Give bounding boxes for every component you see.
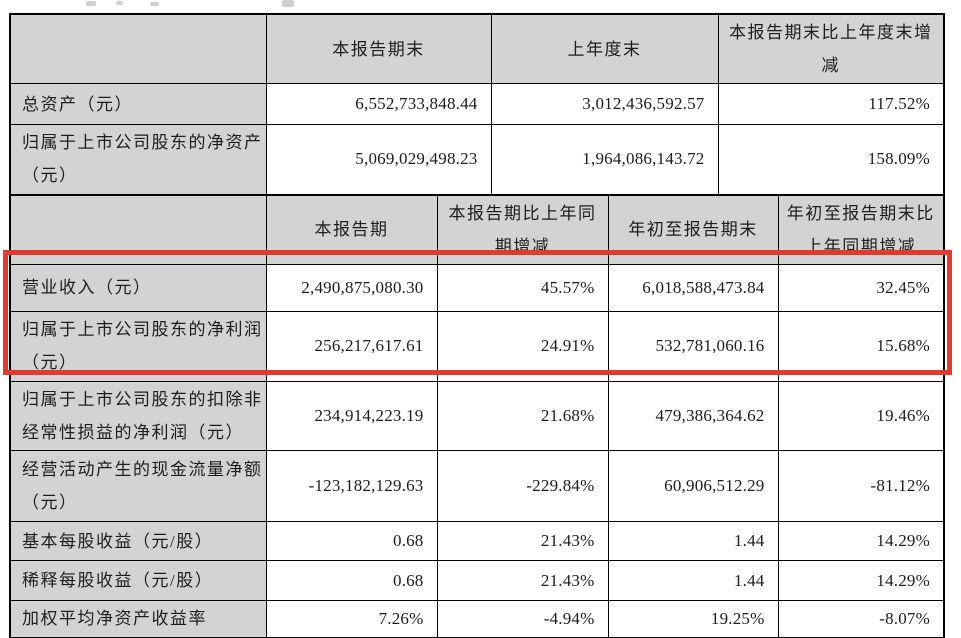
table-row-net-profit-deducted: 归属于上市公司股东的扣除非 经常性损益的净利润（元） 234,914,223.1… (9, 380, 945, 452)
balance-header-change: 本报告期末比上年度末增 减 (717, 13, 945, 85)
row-label-weighted-avg-roe: 加权平均净资产收益率 (9, 600, 267, 638)
table-row-net-assets-attributable: 归属于上市公司股东的净资产 （元） 5,069,029,498.23 1,964… (9, 124, 945, 196)
cell-basic-eps-current: 0.68 (265, 521, 438, 562)
cell-total-assets-current: 6,552,733,848.44 (265, 83, 492, 126)
cell-deducted-ytd: 479,386,364.62 (607, 380, 779, 452)
income-header-ytd-change: 年初至报告期末比 上年同期增减 (777, 194, 945, 265)
cell-net-profit-current: 256,217,617.61 (265, 310, 438, 382)
row-label-net-profit: 归属于上市公司股东的净利润 （元） (9, 310, 267, 382)
cell-diluted-eps-ytd: 1.44 (607, 560, 779, 602)
cell-cash-flow-yoy: -229.84% (436, 450, 609, 523)
cell-cash-flow-ytd-change: -81.12% (777, 450, 945, 523)
cell-roe-yoy: -4.94% (436, 600, 609, 638)
balance-header-prior-year-end: 上年度末 (490, 13, 719, 85)
artifact-mark (282, 0, 294, 7)
period-indicators-table: 本报告期 本报告期比上年同 期增减 年初至报告期末 年初至报告期末比 上年同期增… (9, 193, 945, 638)
cell-total-assets-change: 117.52% (717, 83, 945, 126)
cell-roe-current: 7.26% (265, 600, 438, 638)
cell-diluted-eps-ytd-change: 14.29% (777, 560, 945, 602)
row-label-basic-eps: 基本每股收益（元/股） (9, 521, 267, 562)
row-label-cash-flow: 经营活动产生的现金流量净额 （元） (9, 450, 267, 523)
artifact-mark (86, 1, 96, 6)
table-row-net-profit-attributable: 归属于上市公司股东的净利润 （元） 256,217,617.61 24.91% … (9, 310, 945, 382)
table-row-operating-cash-flow: 经营活动产生的现金流量净额 （元） -123,182,129.63 -229.8… (9, 450, 945, 523)
cell-cash-flow-ytd: 60,906,512.29 (607, 450, 779, 523)
cell-net-profit-yoy: 24.91% (436, 310, 609, 382)
cell-revenue-ytd-change: 32.45% (777, 263, 945, 312)
table-row-basic-eps: 基本每股收益（元/股） 0.68 21.43% 1.44 14.29% (9, 521, 945, 562)
cell-revenue-yoy: 45.57% (436, 263, 609, 312)
balance-header-current-period-end: 本报告期末 (265, 13, 492, 85)
income-header-empty (9, 194, 267, 265)
table-row-operating-revenue: 营业收入（元） 2,490,875,080.30 45.57% 6,018,58… (9, 263, 945, 312)
cell-roe-ytd-change: -8.07% (777, 600, 945, 638)
cell-deducted-ytd-change: 19.46% (777, 380, 945, 452)
table-row-weighted-avg-roe: 加权平均净资产收益率 7.26% -4.94% 19.25% -8.07% (9, 600, 945, 638)
cell-deducted-yoy: 21.68% (436, 380, 609, 452)
row-label-total-assets: 总资产（元） (9, 83, 267, 126)
row-label-operating-revenue: 营业收入（元） (9, 263, 267, 312)
financial-summary: 本报告期末 上年度末 本报告期末比上年度末增 减 总资产（元） 6,552,73… (9, 13, 945, 638)
row-label-net-assets: 归属于上市公司股东的净资产 （元） (9, 124, 267, 196)
income-header-current-period: 本报告期 (265, 194, 438, 265)
cell-net-profit-ytd: 532,781,060.16 (607, 310, 779, 382)
cell-net-profit-ytd-change: 15.68% (777, 310, 945, 382)
row-label-diluted-eps: 稀释每股收益（元/股） (9, 560, 267, 602)
balance-header-empty (9, 13, 267, 85)
cell-basic-eps-yoy: 21.43% (436, 521, 609, 562)
income-header-row: 本报告期 本报告期比上年同 期增减 年初至报告期末 年初至报告期末比 上年同期增… (9, 194, 945, 265)
artifact-mark (116, 1, 123, 5)
cell-net-assets-change: 158.09% (717, 124, 945, 196)
cell-basic-eps-ytd-change: 14.29% (777, 521, 945, 562)
cell-diluted-eps-yoy: 21.43% (436, 560, 609, 602)
balance-header-row: 本报告期末 上年度末 本报告期末比上年度末增 减 (9, 13, 945, 85)
cell-revenue-ytd: 6,018,588,473.84 (607, 263, 779, 312)
cell-total-assets-prior: 3,012,436,592.57 (490, 83, 719, 126)
artifact-mark (150, 2, 159, 6)
income-header-yoy-change: 本报告期比上年同 期增减 (436, 194, 609, 265)
cell-diluted-eps-current: 0.68 (265, 560, 438, 602)
cropped-heading-artifact (0, 0, 961, 10)
table-row-total-assets: 总资产（元） 6,552,733,848.44 3,012,436,592.57… (9, 83, 945, 126)
cell-roe-ytd: 19.25% (607, 600, 779, 638)
row-label-net-profit-deducted: 归属于上市公司股东的扣除非 经常性损益的净利润（元） (9, 380, 267, 452)
cell-net-assets-current: 5,069,029,498.23 (265, 124, 492, 196)
income-header-ytd: 年初至报告期末 (607, 194, 779, 265)
cell-cash-flow-current: -123,182,129.63 (265, 450, 438, 523)
cell-revenue-current: 2,490,875,080.30 (265, 263, 438, 312)
cell-basic-eps-ytd: 1.44 (607, 521, 779, 562)
cell-net-assets-prior: 1,964,086,143.72 (490, 124, 719, 196)
key-accounting-data-table: 本报告期末 上年度末 本报告期末比上年度末增 减 总资产（元） 6,552,73… (9, 13, 945, 196)
table-row-diluted-eps: 稀释每股收益（元/股） 0.68 21.43% 1.44 14.29% (9, 560, 945, 602)
cell-deducted-current: 234,914,223.19 (265, 380, 438, 452)
